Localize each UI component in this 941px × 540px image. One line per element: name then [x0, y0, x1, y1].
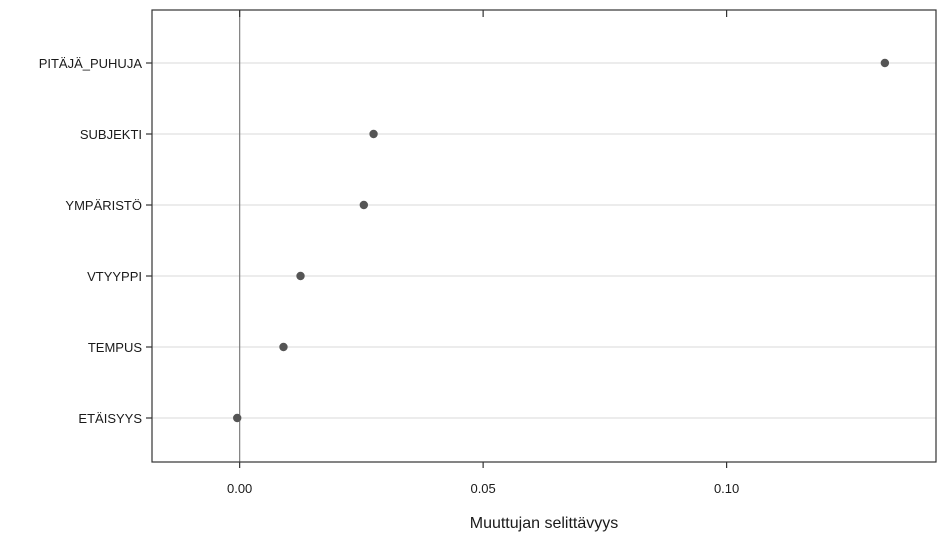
data-point [359, 200, 369, 210]
plot-background [152, 10, 936, 462]
y-axis: PITÄJÄ_PUHUJA SUBJEKTI YMPÄRISTÖ VTYYPPI TEM… [39, 56, 152, 426]
data-points [233, 58, 890, 423]
y-tick-label: PITÄJÄ_PUHUJA [39, 56, 143, 71]
data-point [279, 342, 288, 352]
y-tick-label: SUBJEKTI [80, 127, 142, 142]
x-tick-label: 0.05 [470, 481, 495, 496]
data-point [233, 413, 242, 423]
data-point [369, 129, 378, 139]
y-tick-label: YMPÄRISTÖ [65, 198, 142, 213]
y-tick-label: TEMPUS [88, 340, 143, 355]
x-axis-title: Muuttujan selittävyys [470, 515, 619, 532]
x-tick-label: 0.00 [227, 481, 252, 496]
plot-frame [151, 9, 937, 463]
x-axis: 0.00 0.05 0.10 [227, 10, 739, 496]
data-point [880, 58, 890, 68]
x-tick-label: 0.10 [714, 481, 739, 496]
y-tick-label: ETÄISYYS [78, 411, 142, 426]
data-point [296, 271, 305, 281]
y-tick-label: VTYYPPI [87, 269, 142, 284]
